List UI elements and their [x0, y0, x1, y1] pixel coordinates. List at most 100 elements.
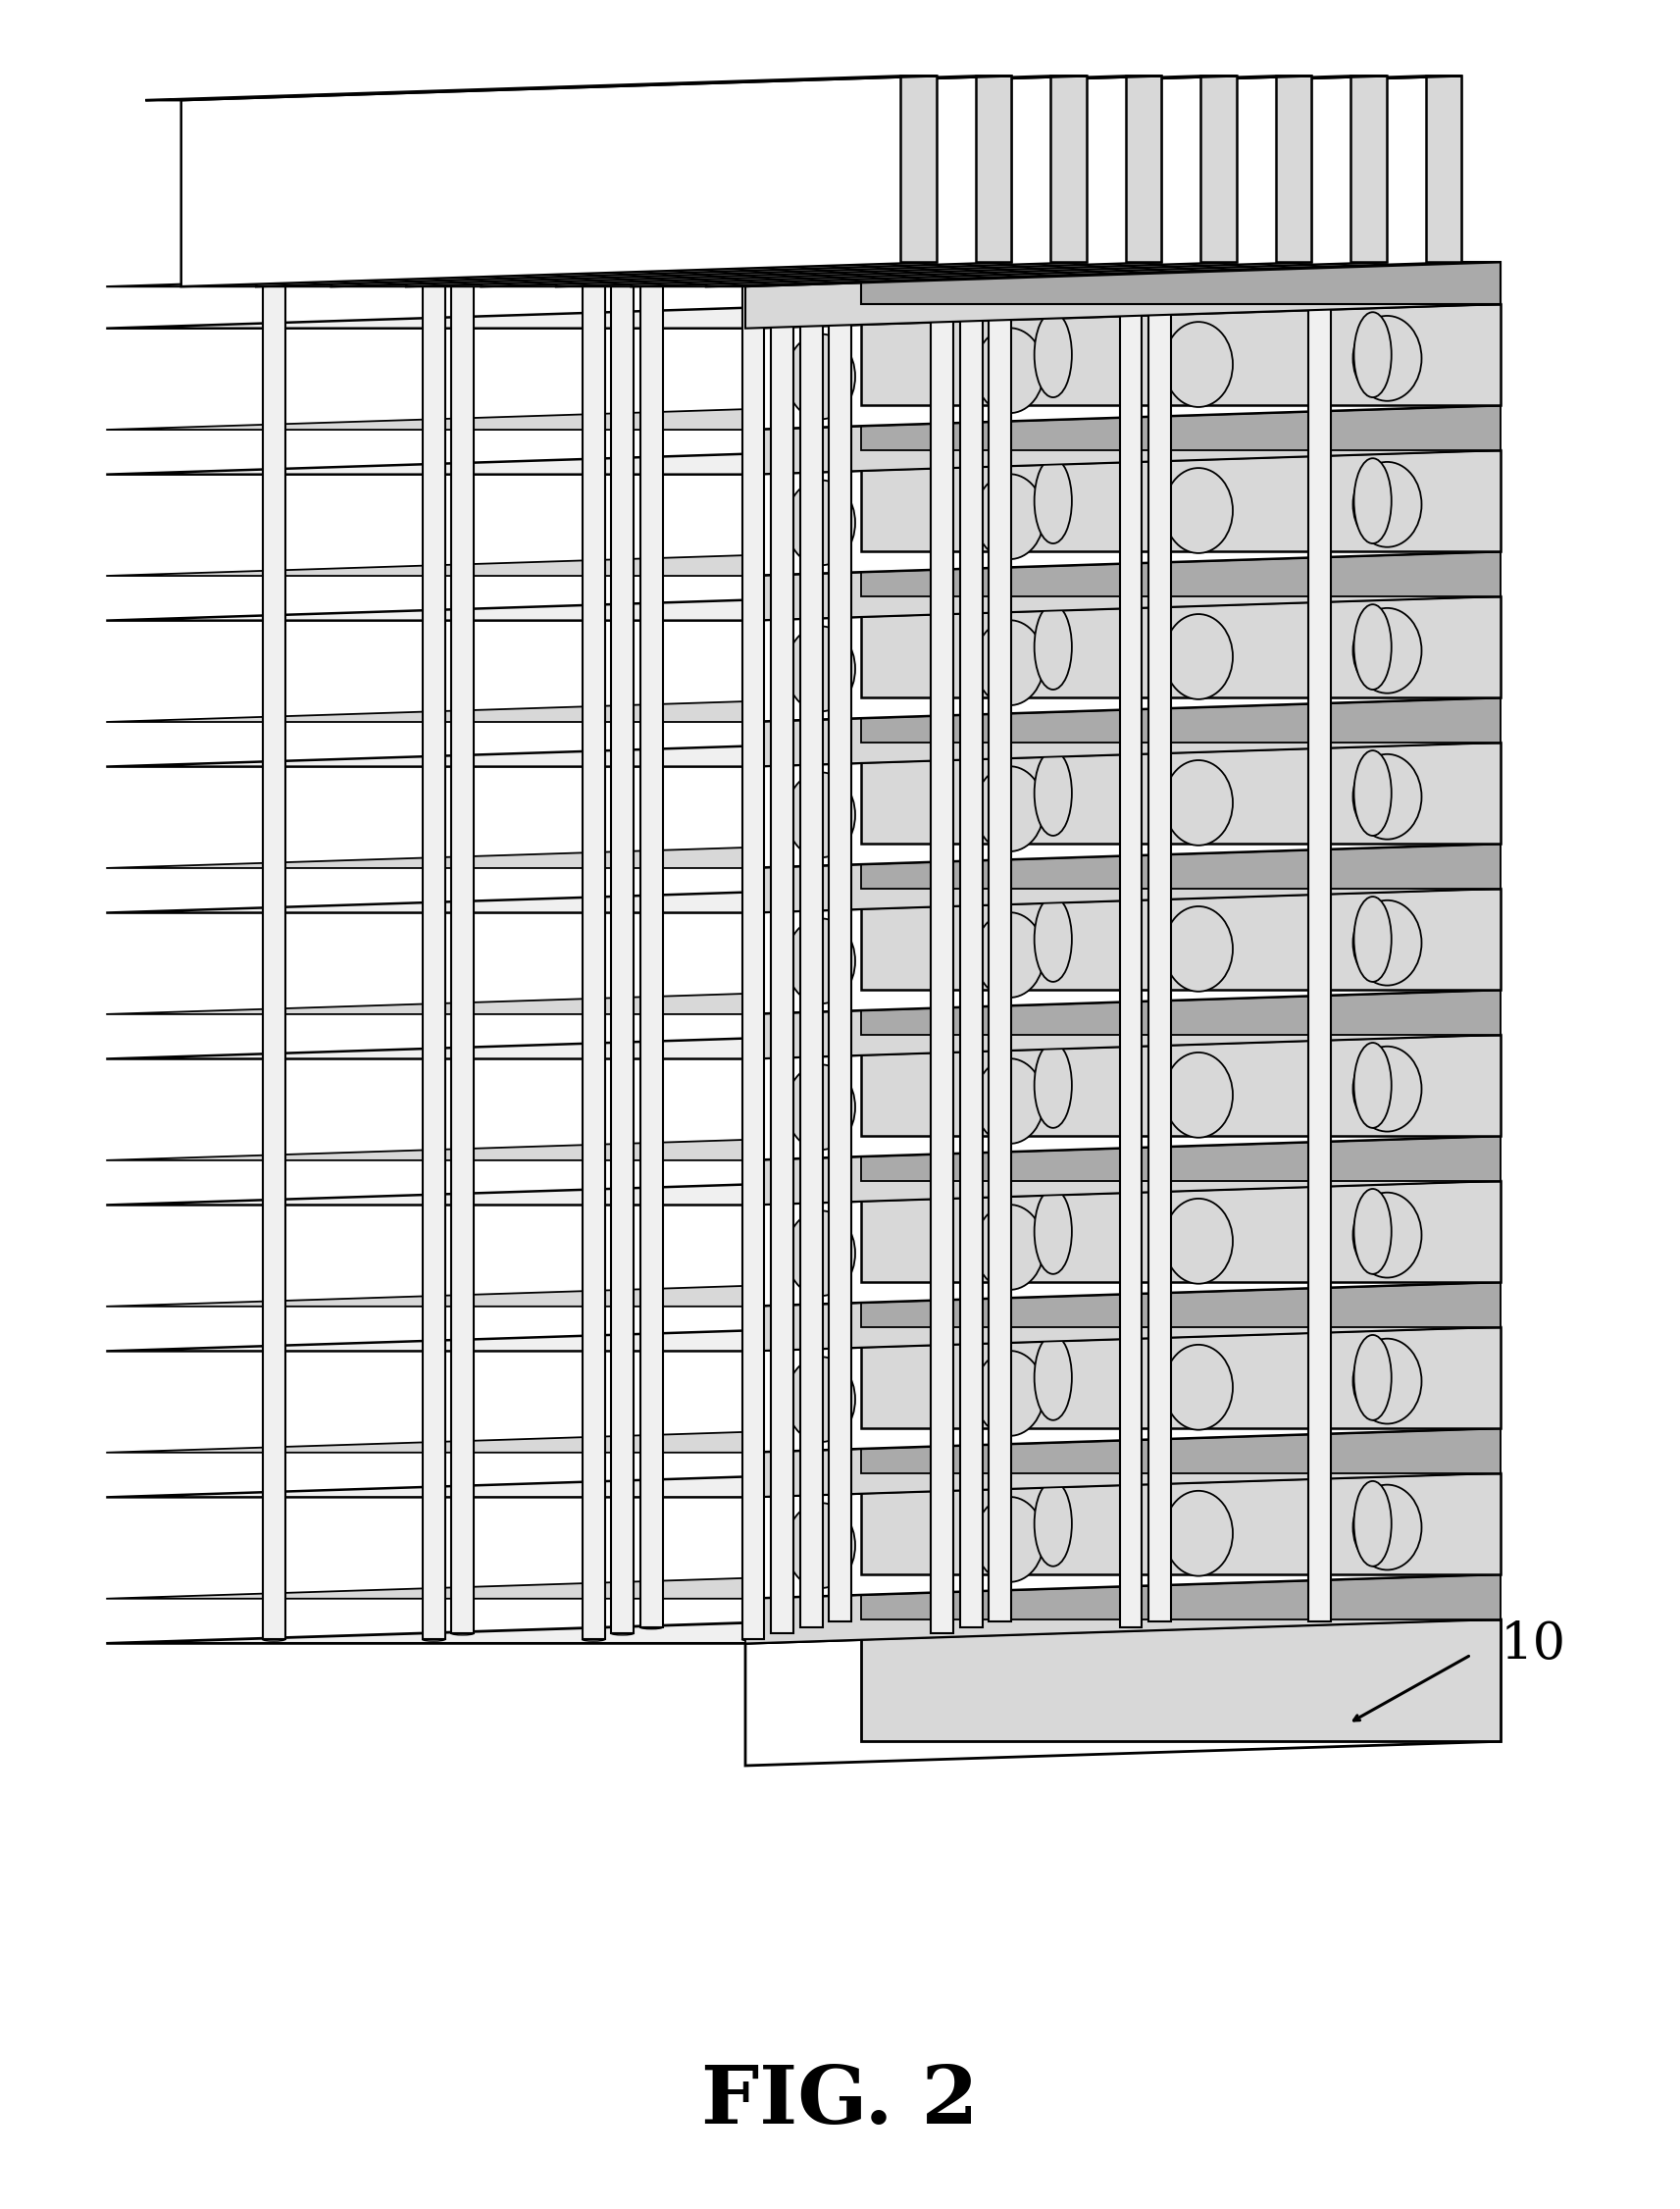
Ellipse shape [612, 1632, 633, 1635]
Polygon shape [771, 276, 793, 1632]
Polygon shape [106, 305, 1500, 329]
Polygon shape [1309, 265, 1331, 1621]
Polygon shape [445, 75, 1236, 99]
Polygon shape [746, 1281, 1500, 1352]
Ellipse shape [976, 1058, 1043, 1144]
Polygon shape [670, 75, 1462, 99]
Ellipse shape [786, 919, 855, 1003]
Ellipse shape [828, 1619, 852, 1624]
Ellipse shape [1164, 906, 1233, 992]
Polygon shape [746, 552, 1500, 621]
Ellipse shape [1119, 1626, 1142, 1628]
Polygon shape [521, 75, 1312, 99]
Ellipse shape [262, 1637, 286, 1641]
Polygon shape [106, 406, 1500, 431]
Polygon shape [106, 1575, 1500, 1599]
Polygon shape [862, 596, 1500, 698]
Polygon shape [595, 75, 1386, 99]
Ellipse shape [1352, 901, 1421, 985]
Polygon shape [262, 283, 286, 1639]
Ellipse shape [786, 1065, 855, 1149]
Polygon shape [583, 283, 605, 1639]
Ellipse shape [959, 1626, 983, 1628]
Ellipse shape [1164, 760, 1233, 846]
Polygon shape [746, 406, 1500, 475]
Ellipse shape [1354, 1334, 1391, 1420]
Ellipse shape [990, 1619, 1011, 1624]
Polygon shape [746, 305, 1500, 431]
Ellipse shape [640, 269, 662, 272]
Polygon shape [106, 1473, 1500, 1498]
Polygon shape [746, 698, 1500, 767]
Polygon shape [1050, 75, 1087, 263]
Polygon shape [862, 451, 1500, 552]
Ellipse shape [1164, 1491, 1233, 1575]
Ellipse shape [640, 1626, 662, 1628]
Polygon shape [800, 269, 823, 1628]
Polygon shape [746, 1619, 1500, 1765]
Polygon shape [862, 742, 1500, 844]
Polygon shape [862, 1619, 1500, 1741]
Ellipse shape [1354, 897, 1391, 981]
Polygon shape [331, 75, 1087, 287]
Ellipse shape [1354, 457, 1391, 543]
Polygon shape [746, 1473, 1500, 1599]
Polygon shape [296, 75, 1087, 99]
Polygon shape [828, 265, 852, 1621]
Polygon shape [959, 269, 983, 1628]
Ellipse shape [422, 281, 445, 285]
Ellipse shape [1354, 1043, 1391, 1129]
Ellipse shape [828, 263, 852, 265]
Ellipse shape [1354, 1188, 1391, 1275]
Polygon shape [862, 1473, 1500, 1575]
Ellipse shape [786, 1502, 855, 1588]
Polygon shape [746, 263, 1500, 329]
Ellipse shape [1352, 1047, 1421, 1131]
Ellipse shape [786, 479, 855, 566]
Polygon shape [106, 1034, 1500, 1058]
Polygon shape [746, 742, 1500, 868]
Polygon shape [746, 1429, 1500, 1498]
Polygon shape [1119, 269, 1142, 1628]
Polygon shape [1351, 75, 1386, 263]
Ellipse shape [1309, 263, 1331, 265]
Polygon shape [746, 1328, 1500, 1454]
Ellipse shape [976, 1350, 1043, 1436]
Polygon shape [976, 75, 1011, 263]
Polygon shape [862, 844, 1500, 888]
Ellipse shape [976, 475, 1043, 559]
Polygon shape [1201, 75, 1236, 263]
Polygon shape [746, 1182, 1500, 1306]
Polygon shape [931, 276, 953, 1632]
Ellipse shape [931, 1632, 953, 1635]
Polygon shape [862, 1575, 1500, 1619]
Polygon shape [706, 75, 1462, 287]
Polygon shape [746, 596, 1500, 722]
Ellipse shape [990, 263, 1011, 265]
Ellipse shape [1035, 1043, 1072, 1129]
Polygon shape [220, 75, 1011, 99]
Polygon shape [106, 596, 1500, 621]
Ellipse shape [743, 1637, 764, 1641]
Polygon shape [106, 990, 1500, 1014]
Ellipse shape [800, 1626, 823, 1628]
Ellipse shape [1352, 316, 1421, 402]
Polygon shape [106, 263, 1500, 287]
Polygon shape [900, 75, 936, 263]
Ellipse shape [786, 334, 855, 420]
Ellipse shape [931, 274, 953, 278]
Polygon shape [743, 283, 764, 1639]
Ellipse shape [1352, 1484, 1421, 1571]
Polygon shape [1126, 75, 1161, 263]
Polygon shape [422, 283, 445, 1639]
Polygon shape [106, 1135, 1500, 1160]
Ellipse shape [1035, 897, 1072, 981]
Polygon shape [255, 75, 1011, 287]
Polygon shape [632, 75, 1386, 287]
Ellipse shape [1354, 605, 1391, 689]
Polygon shape [1149, 265, 1171, 1621]
Polygon shape [106, 742, 1500, 767]
Polygon shape [862, 406, 1500, 451]
Ellipse shape [976, 621, 1043, 705]
Polygon shape [862, 1135, 1500, 1182]
